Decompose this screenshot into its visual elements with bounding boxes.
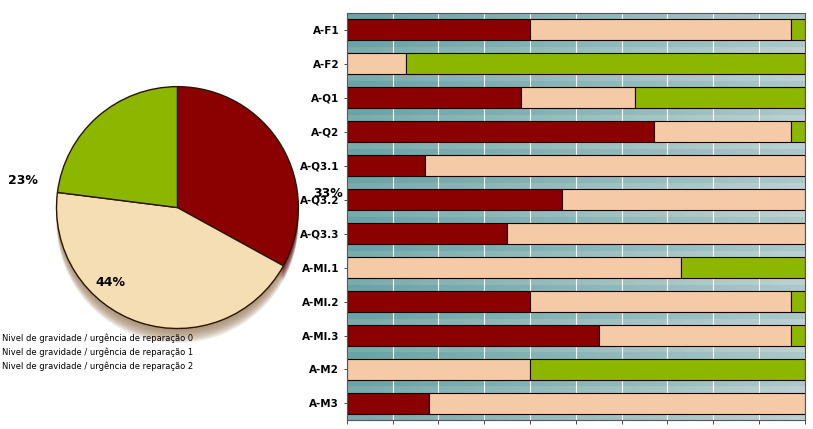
Bar bbox=[346, 251, 805, 284]
Wedge shape bbox=[57, 207, 284, 343]
Wedge shape bbox=[58, 97, 177, 218]
Text: 33%: 33% bbox=[313, 187, 342, 199]
Wedge shape bbox=[58, 101, 177, 222]
Bar bbox=[791, 121, 805, 142]
Bar bbox=[598, 325, 791, 346]
Wedge shape bbox=[58, 100, 177, 221]
Wedge shape bbox=[177, 87, 298, 266]
Text: 44%: 44% bbox=[96, 276, 126, 289]
Bar bbox=[681, 257, 805, 278]
Bar bbox=[530, 359, 805, 380]
Wedge shape bbox=[177, 97, 298, 276]
Bar bbox=[521, 87, 636, 108]
Wedge shape bbox=[57, 199, 284, 336]
Bar bbox=[346, 284, 805, 319]
Bar bbox=[791, 291, 805, 312]
Wedge shape bbox=[177, 98, 298, 278]
Bar bbox=[346, 47, 805, 81]
Bar bbox=[791, 325, 805, 346]
Wedge shape bbox=[57, 194, 284, 330]
Bar bbox=[507, 223, 805, 244]
Bar bbox=[346, 217, 805, 251]
Bar bbox=[346, 155, 424, 176]
Bar bbox=[346, 353, 805, 387]
Bar bbox=[346, 257, 681, 278]
Wedge shape bbox=[57, 202, 284, 338]
Bar bbox=[346, 13, 805, 47]
Wedge shape bbox=[177, 101, 298, 280]
Wedge shape bbox=[57, 195, 284, 332]
Wedge shape bbox=[58, 88, 177, 209]
Bar bbox=[346, 189, 562, 210]
Wedge shape bbox=[58, 90, 177, 211]
Bar bbox=[346, 325, 598, 346]
Bar bbox=[346, 81, 805, 115]
Bar bbox=[530, 291, 791, 312]
Bar bbox=[346, 387, 805, 420]
Wedge shape bbox=[58, 92, 177, 213]
Bar bbox=[636, 87, 805, 108]
Bar bbox=[346, 393, 429, 414]
Bar bbox=[346, 223, 507, 244]
Wedge shape bbox=[177, 95, 298, 275]
Bar bbox=[346, 115, 805, 149]
Legend: Nivel de gravidade / urgência de reparação 0, Nivel de gravidade / urgência de r: Nivel de gravidade / urgência de reparaç… bbox=[0, 332, 194, 373]
Wedge shape bbox=[177, 94, 298, 273]
Bar bbox=[429, 393, 805, 414]
Wedge shape bbox=[177, 88, 298, 267]
Bar bbox=[346, 149, 805, 183]
Bar bbox=[346, 19, 530, 40]
Bar bbox=[346, 359, 530, 380]
Wedge shape bbox=[57, 197, 284, 333]
Wedge shape bbox=[58, 91, 177, 212]
Bar bbox=[346, 53, 406, 74]
Wedge shape bbox=[57, 201, 284, 337]
Bar bbox=[791, 19, 805, 40]
Wedge shape bbox=[177, 90, 298, 269]
Wedge shape bbox=[57, 198, 284, 334]
Bar bbox=[406, 53, 805, 74]
Wedge shape bbox=[177, 92, 298, 272]
Bar bbox=[562, 189, 805, 210]
Text: 23%: 23% bbox=[8, 175, 38, 187]
Bar bbox=[346, 121, 654, 142]
Bar bbox=[346, 291, 530, 312]
Wedge shape bbox=[58, 98, 177, 219]
Wedge shape bbox=[57, 193, 284, 329]
Wedge shape bbox=[177, 100, 298, 279]
Wedge shape bbox=[57, 205, 284, 341]
Wedge shape bbox=[57, 204, 284, 340]
Bar bbox=[424, 155, 805, 176]
Bar bbox=[346, 318, 805, 353]
Bar bbox=[530, 19, 791, 40]
Wedge shape bbox=[58, 95, 177, 216]
Wedge shape bbox=[58, 94, 177, 215]
Bar bbox=[346, 183, 805, 217]
Wedge shape bbox=[177, 91, 298, 270]
Bar bbox=[346, 87, 521, 108]
Bar bbox=[654, 121, 791, 142]
Wedge shape bbox=[58, 87, 177, 208]
